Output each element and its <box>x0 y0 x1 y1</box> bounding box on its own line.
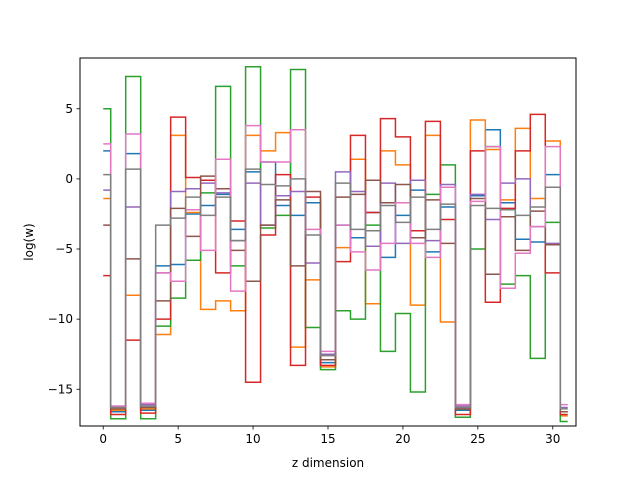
y-tick-label: −10 <box>48 312 73 326</box>
y-tick-label: 5 <box>65 102 73 116</box>
y-tick-label: −5 <box>55 242 73 256</box>
series-layer <box>103 65 568 423</box>
x-axis-label: z dimension <box>292 456 364 470</box>
x-axis: 0 5 10 15 20 25 30 <box>99 426 560 446</box>
y-axis-label: log(w) <box>22 223 36 260</box>
y-axis: −15 −10 −5 0 5 <box>48 102 80 396</box>
x-tick-label: 5 <box>174 432 182 446</box>
y-tick-label: 0 <box>65 172 73 186</box>
series-line-8 <box>103 168 568 410</box>
y-tick-label: −15 <box>48 382 73 396</box>
x-tick-label: 0 <box>99 432 107 446</box>
x-tick-label: 10 <box>245 432 260 446</box>
x-tick-label: 20 <box>395 432 410 446</box>
x-tick-label: 15 <box>320 432 335 446</box>
x-tick-label: 25 <box>470 432 485 446</box>
x-tick-label: 30 <box>545 432 560 446</box>
